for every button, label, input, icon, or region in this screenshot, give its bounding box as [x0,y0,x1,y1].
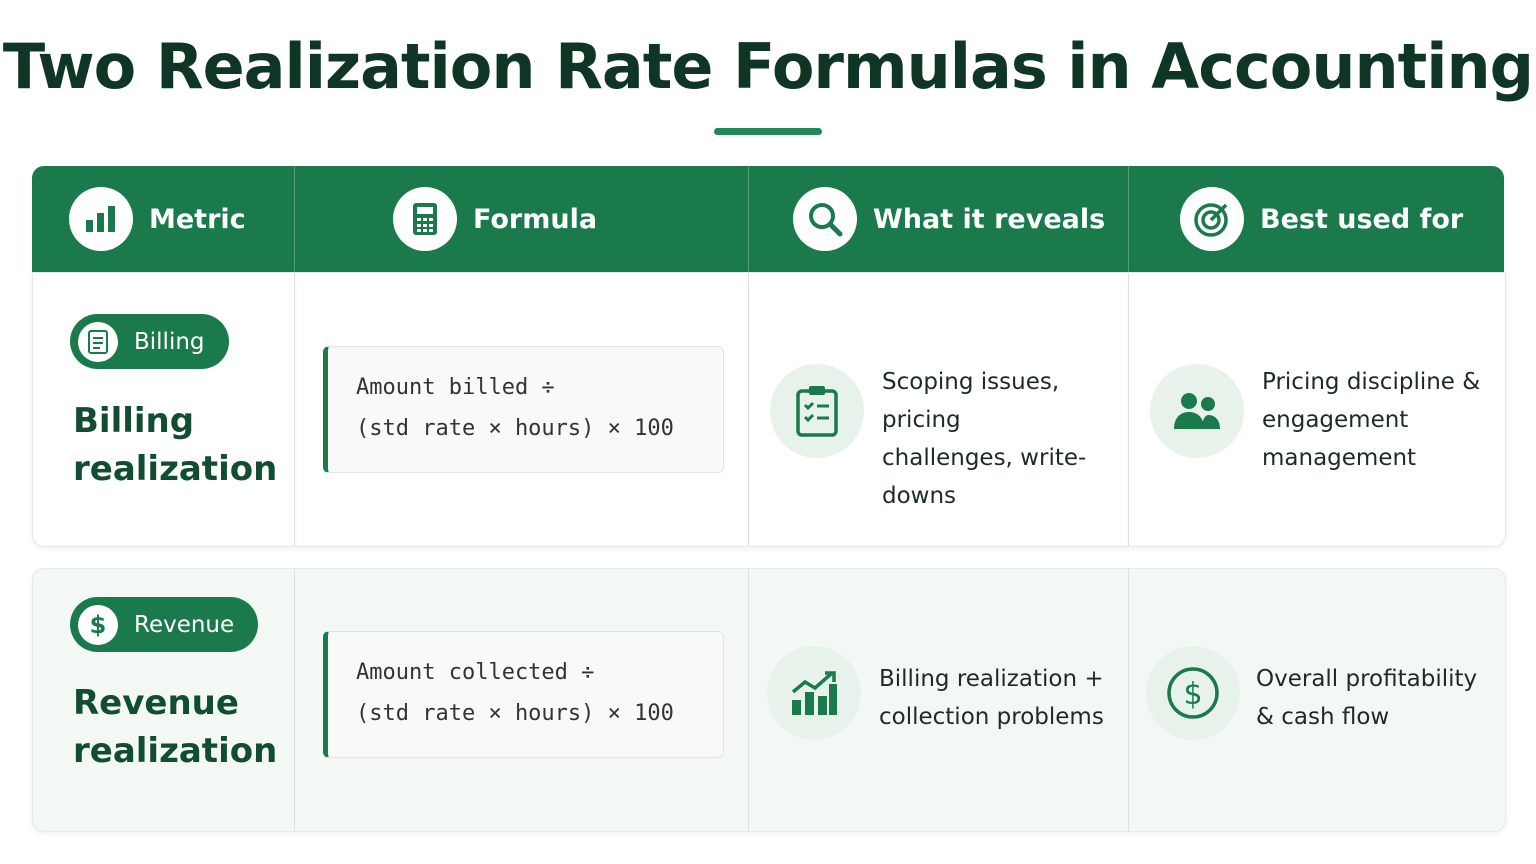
divider [294,166,295,272]
search-icon [809,203,843,237]
checklist-icon [796,386,838,437]
document-icon [88,329,108,354]
growth-icon [791,671,837,715]
header-label: Metric [149,203,246,235]
metric-name: Revenue realization [73,683,278,771]
best-for-text: Overall profitability & cash flow [1256,666,1478,730]
badge-label: Revenue [134,611,235,638]
header-cell: Formula [393,166,597,272]
bar-icon [86,206,115,232]
formula-box: Amount billed ÷ (std rate × hours) × 100 [323,346,724,473]
formula-box: Amount collected ÷ (std rate × hours) × … [323,631,724,758]
svg-text:$: $ [90,611,107,639]
people-icon [1174,393,1220,429]
icon [393,187,457,251]
best-for-text: Pricing discipline & engagement manageme… [1262,369,1481,471]
icon [1180,187,1244,251]
formula-line: (std rate × hours) × 100 [356,416,674,441]
badge-label: Billing [134,328,205,355]
metric-name: Billing realization [73,401,278,489]
divider [294,569,295,831]
target-icon [1194,203,1228,237]
header-label: Formula [473,203,598,235]
title: Two Realization Rate Formulas in Account… [2,30,1534,103]
divider [748,273,749,546]
formula-line: Amount billed ÷ [356,375,555,400]
icon [767,646,861,740]
icon [770,364,864,458]
badge: $ Revenue [70,597,259,652]
header-cell: Best used for [1180,166,1463,272]
reveals-text: Scoping issues, pricing challenges, writ… [882,369,1087,509]
dollar-circle-icon: $ [1167,667,1219,719]
divider [1128,166,1129,272]
icon [793,187,857,251]
divider [294,273,295,546]
badge: Billing [70,314,229,369]
svg-text:$: $ [1183,677,1202,712]
table-row: $ Revenue Revenue realization Amount col… [32,568,1506,832]
icon [1150,364,1244,458]
formula-line: Amount collected ÷ [356,660,595,685]
icon: $ [1146,646,1240,740]
header-cell: Metric [69,166,246,272]
header-label: Best used for [1260,203,1464,235]
divider [748,166,749,272]
icon [78,321,118,362]
dollar-icon: $ [90,611,107,639]
divider [748,569,749,831]
icon: $ [78,604,118,645]
reveals-text: Billing realization + collection problem… [879,666,1104,730]
header-label: What it reveals [873,203,1106,235]
header-cell: What it reveals [793,166,1105,272]
title-underline [714,128,822,135]
formula-line: (std rate × hours) × 100 [356,701,674,726]
icon [69,187,133,251]
table-header: Metric Formula What it reveals Best used… [32,166,1504,272]
divider [1128,273,1129,546]
table-row: Billing Billing realization Amount bille… [32,272,1506,547]
divider [1128,569,1129,831]
calculator-icon [413,203,437,235]
